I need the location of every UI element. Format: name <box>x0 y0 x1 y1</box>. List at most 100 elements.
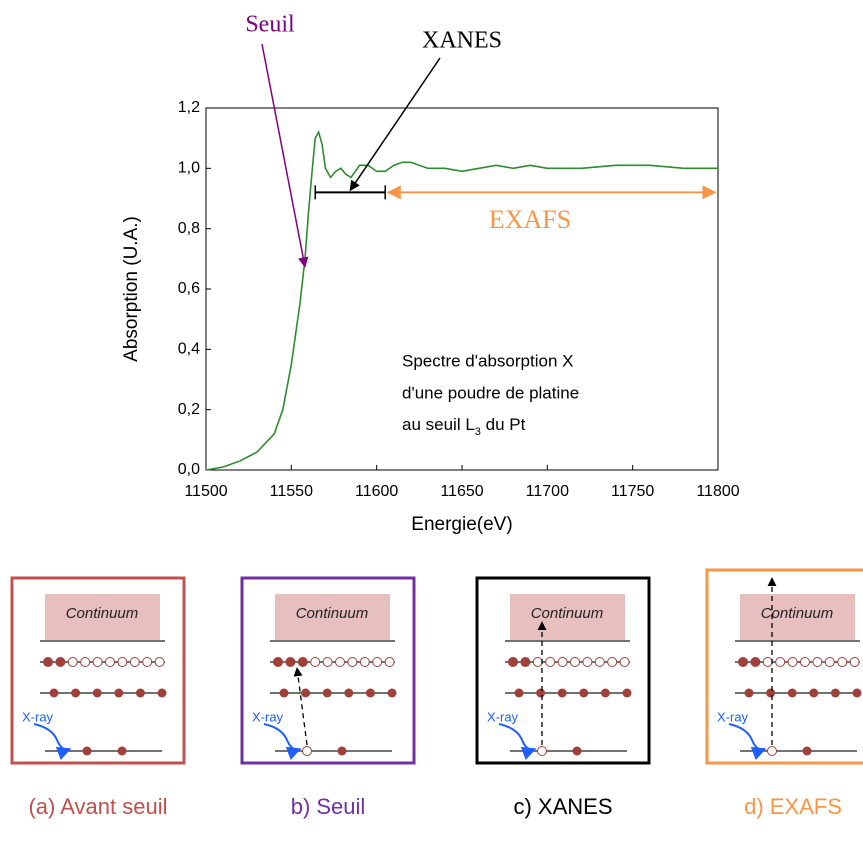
hole <box>775 657 786 667</box>
hole <box>570 657 580 667</box>
hole <box>837 657 848 667</box>
hole <box>322 657 333 667</box>
y-tick-label: 1,2 <box>178 99 200 116</box>
continuum-band <box>510 594 625 640</box>
hole <box>787 657 798 667</box>
xanes-label: XANES <box>422 28 502 54</box>
electron <box>43 657 53 667</box>
electron <box>337 746 347 756</box>
hole <box>619 657 630 667</box>
continuum-label: Continuum <box>296 605 369 622</box>
hole <box>92 657 103 667</box>
hole <box>154 657 165 667</box>
electron <box>387 688 397 698</box>
panel-frame <box>10 576 186 765</box>
electron <box>514 688 524 698</box>
x-tick-label: 11700 <box>526 483 569 500</box>
electron <box>55 657 66 667</box>
continuum-band <box>275 594 390 640</box>
electron <box>297 657 308 667</box>
hole <box>117 657 128 667</box>
hole <box>537 746 547 756</box>
y-tick-label: 0,2 <box>178 401 200 418</box>
exafs-label: EXAFS <box>489 205 571 234</box>
hole <box>384 657 395 667</box>
note-tail: du Pt <box>481 415 526 434</box>
electron <box>285 657 296 667</box>
electron <box>322 688 332 698</box>
xray-arrow <box>263 723 302 760</box>
continuum-band <box>740 594 855 640</box>
x-tick-label: 11550 <box>270 483 313 500</box>
note-line: au seuil L3 du Pt <box>402 415 526 437</box>
seuil-arrow <box>261 43 309 268</box>
continuum-label: Continuum <box>66 605 139 622</box>
hole <box>80 657 91 667</box>
y-tick-label: 1,0 <box>178 160 200 177</box>
note-line: d'une poudre de platine <box>402 383 579 402</box>
hole <box>800 657 810 667</box>
electron <box>82 746 92 756</box>
hole <box>557 657 568 667</box>
electron <box>579 688 589 698</box>
electron <box>852 688 862 698</box>
electron <box>49 688 59 698</box>
data-line <box>205 130 718 471</box>
continuum-label: Continuum <box>761 605 834 622</box>
electron <box>508 657 518 667</box>
hole <box>67 657 78 667</box>
xray-label: X-ray <box>717 709 749 724</box>
x-tick-label: 11500 <box>184 483 227 500</box>
hole <box>302 746 312 756</box>
electron <box>92 688 102 698</box>
hole <box>142 657 153 667</box>
electron <box>117 746 127 756</box>
continuum-band <box>45 594 160 640</box>
electron <box>273 657 283 667</box>
xray-arrow <box>498 723 537 760</box>
electron <box>344 688 354 698</box>
x-tick-label: 11750 <box>611 483 654 500</box>
hole <box>762 657 773 667</box>
hole <box>310 657 321 667</box>
y-axis-label: Absorption (U.A.) <box>121 216 142 362</box>
transition-arrow <box>293 667 308 746</box>
seuil-label: Seuil <box>245 12 295 38</box>
note-sub: 3 <box>475 426 481 438</box>
continuum-label: Continuum <box>531 605 604 622</box>
electron <box>301 688 311 698</box>
hole <box>335 657 345 667</box>
xray-arrow <box>33 723 72 760</box>
panel-caption: b) Seuil <box>291 794 366 819</box>
electron <box>802 746 812 756</box>
xanes-arrow <box>349 57 441 192</box>
electron <box>536 688 546 698</box>
hole <box>767 746 777 756</box>
y-tick-label: 0,4 <box>178 341 200 358</box>
x-tick-label: 11800 <box>696 483 739 500</box>
electron <box>766 688 776 698</box>
xray-arrow <box>728 723 767 760</box>
electron <box>600 688 610 698</box>
hole <box>347 657 358 667</box>
xray-label: X-ray <box>22 709 54 724</box>
electron <box>557 688 567 698</box>
panel-frame <box>475 576 651 765</box>
electron <box>135 688 145 698</box>
electron <box>71 688 81 698</box>
electron <box>750 657 761 667</box>
hole <box>594 657 605 667</box>
electron <box>520 657 531 667</box>
hole <box>105 657 115 667</box>
hole <box>359 657 370 667</box>
electron <box>830 688 840 698</box>
hole <box>129 657 140 667</box>
x-axis-label: Energie(eV) <box>411 514 512 535</box>
electron <box>744 688 754 698</box>
electron <box>365 688 375 698</box>
electron <box>572 746 582 756</box>
hole <box>849 657 860 667</box>
y-tick-label: 0,0 <box>178 461 200 478</box>
